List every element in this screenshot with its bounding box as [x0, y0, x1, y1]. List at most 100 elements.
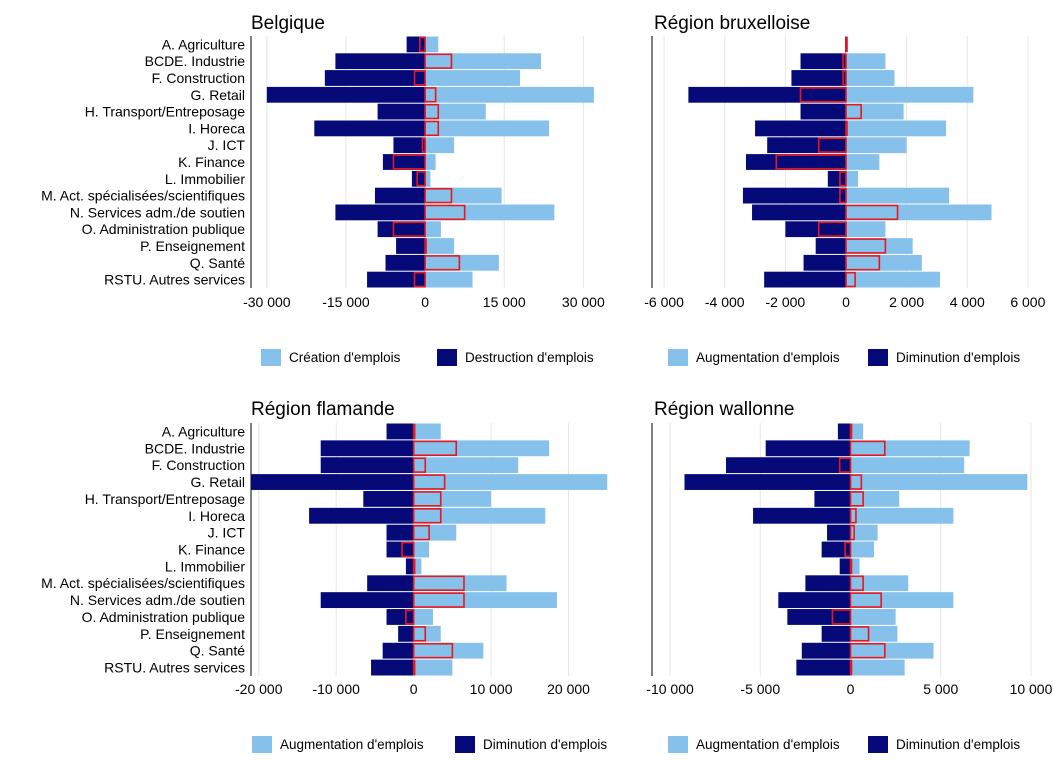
bar-destruction-n-services-adm-de-soutien — [778, 592, 851, 609]
bar-creation-a-agriculture — [413, 423, 441, 440]
bar-creation-j-ict — [850, 524, 878, 541]
category-label: O. Administration publique — [82, 609, 246, 625]
bar-net-a-agriculture — [845, 36, 848, 53]
bar-net-f-construction — [842, 70, 847, 86]
bar-net-q-sante — [412, 642, 454, 659]
legend-swatch — [252, 736, 272, 753]
bar-creation-k-finance — [850, 541, 874, 558]
bar-net-i-horeca — [845, 120, 848, 137]
chart-region-bruxelloise: Région bruxelloise -6 000 -4 000 -2 000 0 2 0… — [644, 13, 1046, 366]
bar-destruction-p-enseignement — [398, 625, 414, 642]
bar-destruction-o-administration-publique — [386, 609, 414, 625]
bar-net-i-horeca — [849, 508, 857, 524]
x-tick-label: -10 000 — [646, 681, 694, 697]
bar-net-bcde-industrie — [424, 53, 453, 69]
bar-destruction-m-act-specialisees-scientifiques — [742, 187, 846, 204]
chart-title: Belgique — [251, 13, 325, 34]
bar-destruction-m-act-specialisees-scientifiques — [367, 575, 414, 592]
category-label: K. Finance — [178, 542, 245, 558]
bar-destruction-f-construction — [791, 70, 846, 86]
bar-destruction-l-immobilier — [827, 170, 846, 187]
bar-destruction-n-services-adm-de-soutien — [320, 592, 414, 609]
bar-net-bcde-industrie — [412, 440, 458, 457]
category-label: N. Services adm./de soutien — [70, 592, 245, 608]
bar-creation-f-construction — [850, 457, 965, 474]
bar-destruction-l-immobilier — [839, 558, 851, 575]
legend-label: Augmentation d'emplois — [280, 737, 424, 752]
bar-destruction-bcde-industrie — [335, 53, 426, 70]
x-tick-label: -20 000 — [235, 681, 283, 697]
bar-creation-l-immobilier — [413, 558, 422, 575]
category-label: A. Agriculture — [162, 36, 245, 52]
bar-creation-rstu-autres-services — [425, 271, 473, 288]
bar-destruction-l-immobilier — [411, 170, 426, 187]
bar-net-rstu-autres-services — [412, 659, 416, 676]
x-tick-label: 6 000 — [1010, 294, 1045, 310]
bar-net-l-immobilier — [839, 171, 847, 187]
bar-creation-a-agriculture — [850, 423, 864, 440]
bar-net-m-act-specialisees-scientifiques — [412, 575, 465, 591]
bar-net-k-finance — [775, 154, 847, 170]
x-tick-label: 0 — [847, 681, 855, 697]
legend-swatch — [455, 736, 475, 753]
bar-net-a-agriculture — [849, 423, 853, 440]
bar-creation-j-ict — [413, 524, 457, 541]
chart-title: Région bruxelloise — [654, 13, 810, 34]
x-tick-label: -30 000 — [243, 294, 291, 310]
bar-creation-q-sante — [425, 254, 499, 271]
bar-net-o-administration-publique — [817, 221, 847, 237]
bar-destruction-p-enseignement — [821, 625, 851, 642]
bar-creation-k-finance — [425, 154, 436, 170]
bar-destruction-o-administration-publique — [787, 609, 851, 625]
bar-destruction-a-agriculture — [406, 36, 426, 53]
legend-label: Diminution d'emplois — [896, 350, 1020, 365]
bar-destruction-rstu-autres-services — [764, 271, 846, 288]
bar-destruction-k-finance — [821, 541, 851, 558]
bar-creation-i-horeca — [850, 507, 954, 524]
bar-net-h-transport-entreposage — [412, 491, 442, 507]
bar-creation-o-administration-publique — [846, 221, 886, 238]
bar-net-h-transport-entreposage — [424, 103, 440, 120]
bar-creation-m-act-specialisees-scientifiques — [425, 187, 502, 204]
bar-net-h-transport-entreposage — [845, 103, 862, 120]
bar-creation-n-services-adm-de-soutien — [413, 592, 557, 609]
category-label: O. Administration publique — [82, 221, 246, 237]
bar-destruction-a-agriculture — [386, 423, 414, 440]
bar-creation-j-ict — [846, 137, 907, 154]
bar-destruction-i-horeca — [314, 120, 426, 137]
category-label: Q. Santé — [190, 643, 245, 659]
bar-creation-k-finance — [846, 154, 880, 170]
x-tick-label: -4 000 — [705, 294, 745, 310]
x-tick-label: 10 000 — [470, 681, 513, 697]
category-label: BCDE. Industrie — [145, 53, 246, 69]
legend-label: Diminution d'emplois — [483, 737, 607, 752]
bar-creation-q-sante — [846, 254, 922, 271]
bar-net-o-administration-publique — [392, 221, 426, 237]
bar-creation-rstu-autres-services — [850, 659, 905, 676]
legend-swatch — [668, 736, 688, 753]
category-label: L. Immobilier — [165, 558, 245, 574]
chart-title: Région flamande — [251, 399, 395, 420]
bar-creation-l-immobilier — [846, 170, 859, 187]
bar-net-l-immobilier — [416, 171, 426, 187]
bar-creation-j-ict — [425, 137, 455, 154]
bar-creation-i-horeca — [425, 120, 550, 137]
category-label: I. Horeca — [188, 120, 245, 136]
bar-creation-g-retail — [413, 474, 608, 490]
category-label: P. Enseignement — [140, 626, 245, 642]
x-tick-label: 20 000 — [547, 681, 590, 697]
category-label: M. Act. spécialisées/scientifiques — [41, 575, 245, 591]
bar-creation-rstu-autres-services — [413, 659, 453, 676]
legend-label: Augmentation d'emplois — [696, 737, 840, 752]
bar-creation-o-administration-publique — [413, 609, 433, 625]
legend-label: Création d'emplois — [289, 350, 401, 365]
bar-destruction-p-enseignement — [815, 238, 846, 254]
bar-destruction-h-transport-entreposage — [800, 103, 846, 120]
bar-destruction-f-construction — [725, 457, 851, 474]
bar-net-i-horeca — [424, 120, 440, 137]
bar-destruction-g-retail — [684, 474, 851, 490]
category-label: I. Horeca — [188, 508, 245, 524]
bar-net-n-services-adm-de-soutien — [424, 204, 466, 221]
bar-creation-g-retail — [850, 474, 1028, 490]
